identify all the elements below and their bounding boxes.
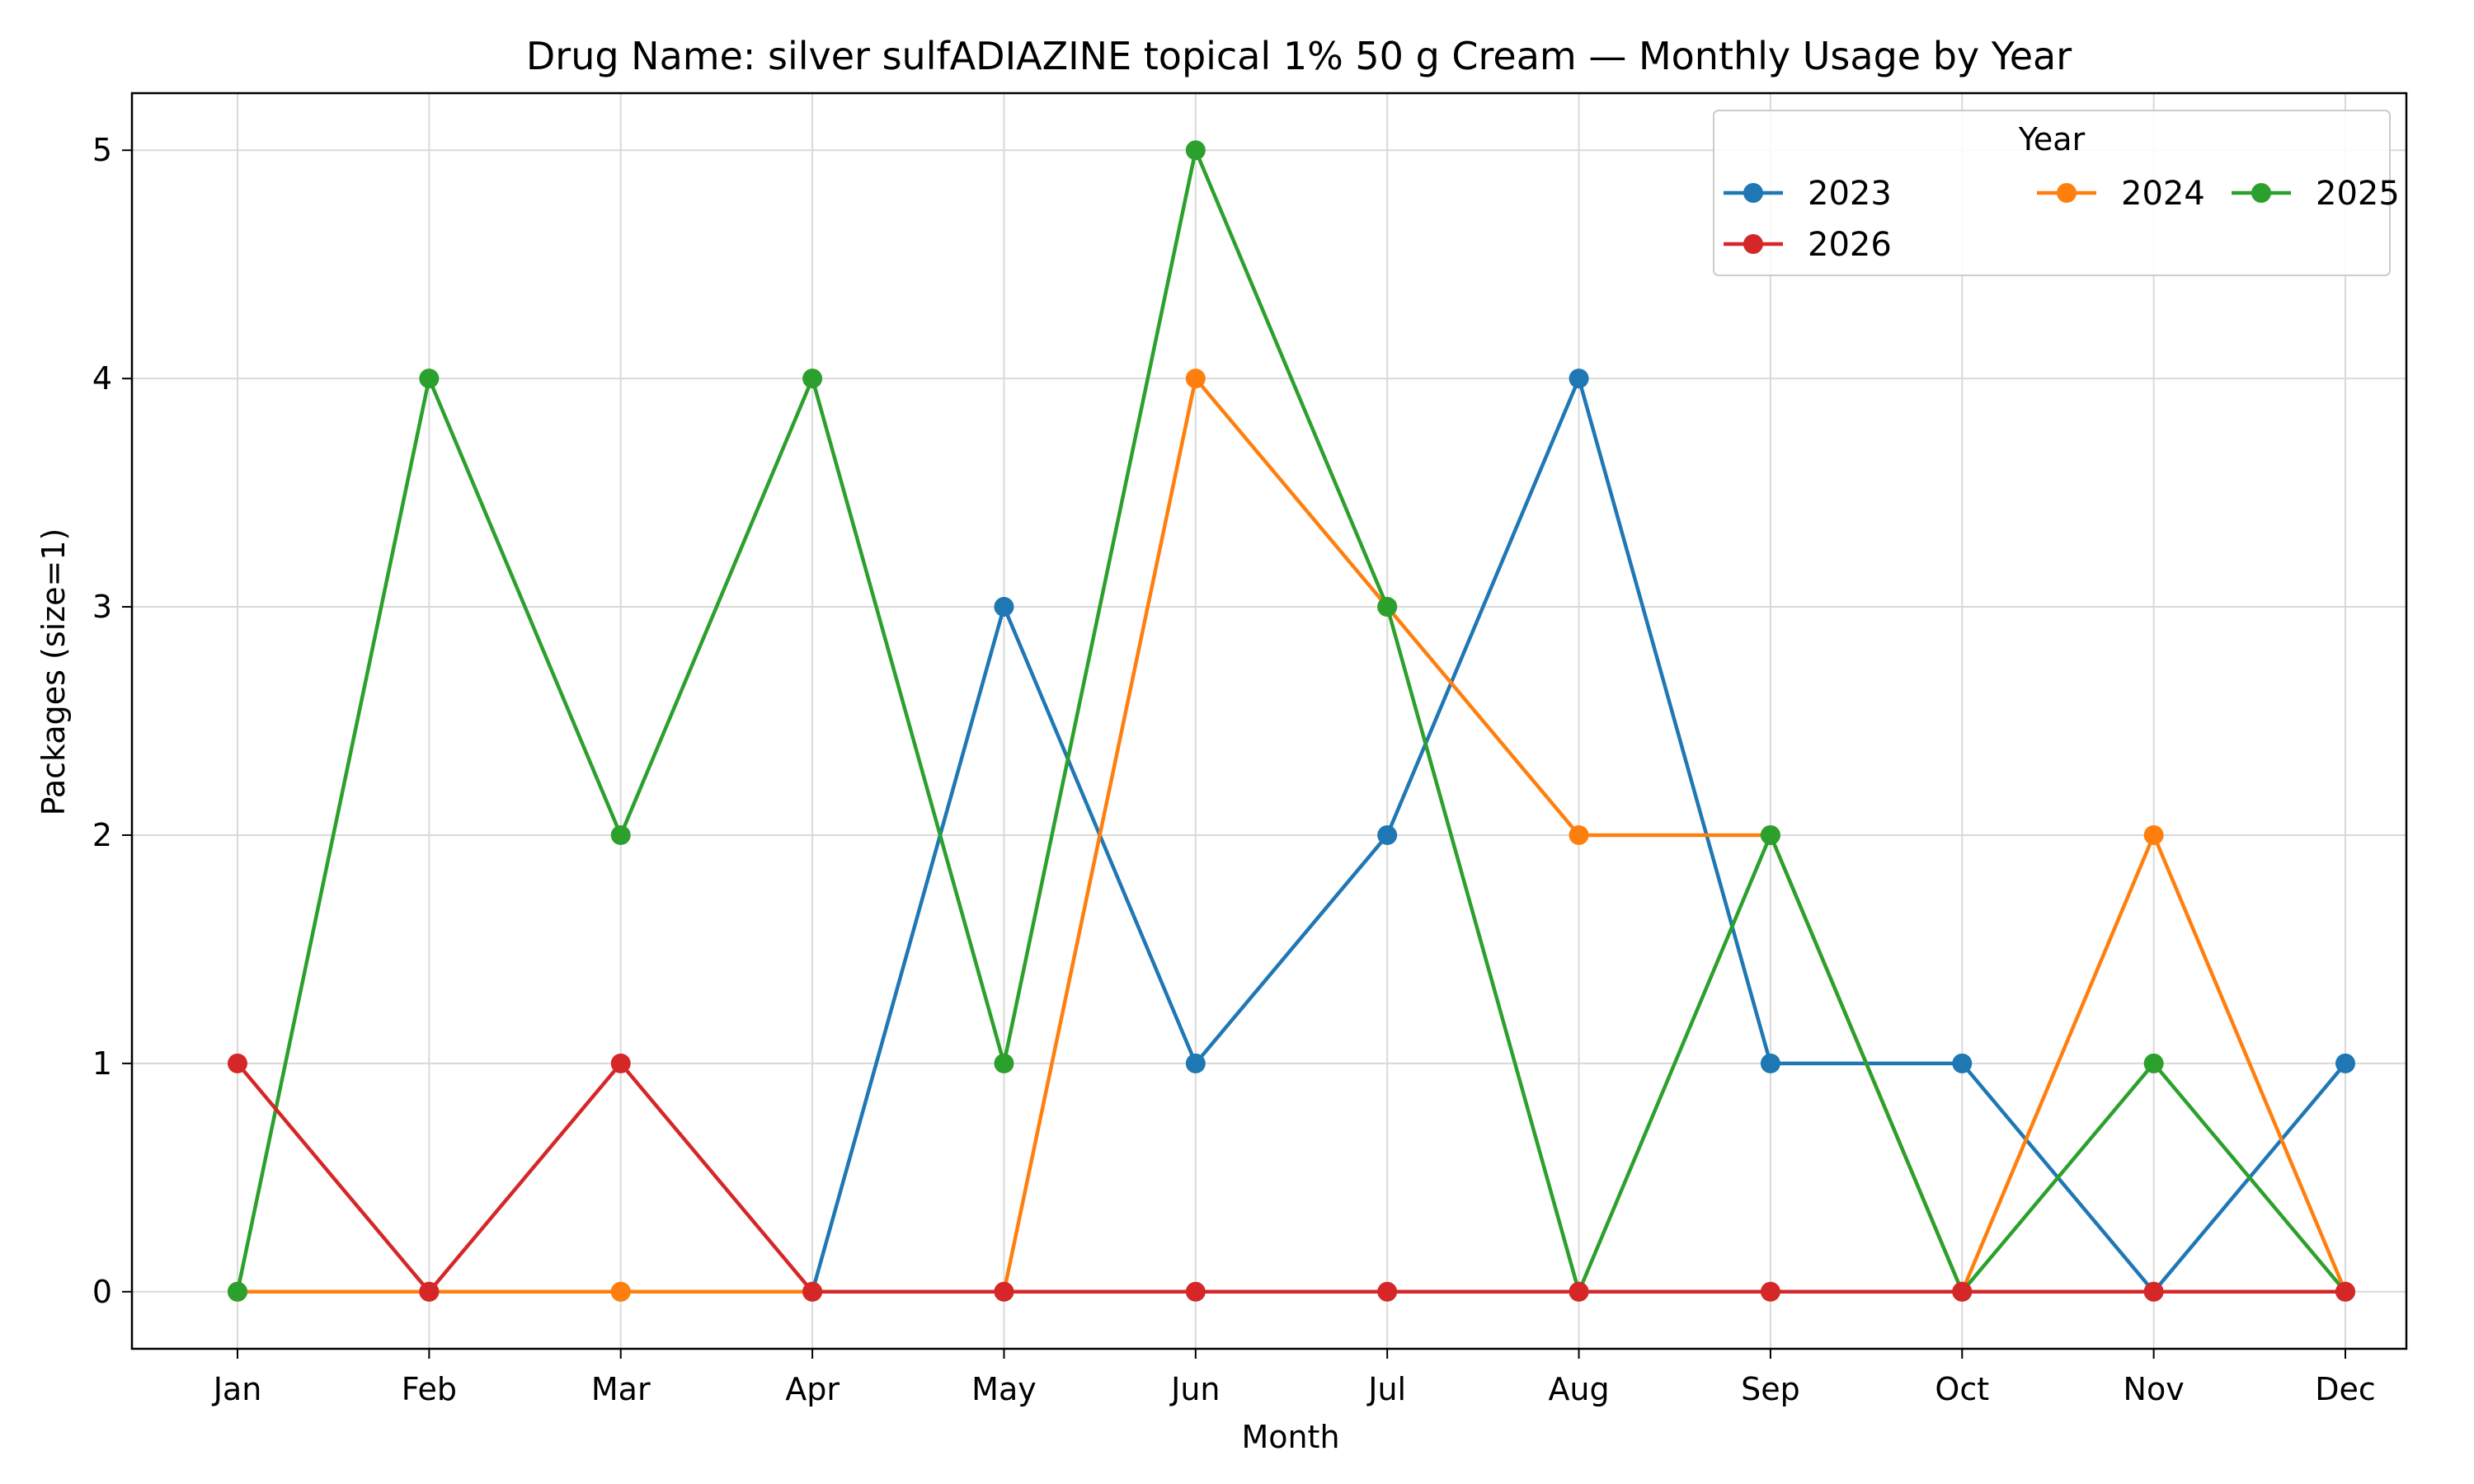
legend-marker — [2057, 183, 2077, 203]
data-point — [1760, 1053, 1780, 1073]
x-tick-label: May — [971, 1371, 1037, 1407]
series-2025 — [228, 140, 2355, 1302]
data-point — [419, 369, 440, 389]
legend-label: 2026 — [1808, 226, 1892, 264]
x-tick-label: Jul — [1366, 1371, 1406, 1407]
data-point — [1569, 824, 1589, 845]
data-point — [1185, 1053, 1206, 1073]
data-point — [2335, 1281, 2355, 1302]
data-point — [1760, 1281, 1780, 1302]
series-line-2026 — [236, 1061, 2345, 1294]
legend-label: 2023 — [1808, 175, 1892, 213]
y-tick-label: 3 — [92, 589, 112, 625]
x-tick-label: Jun — [1169, 1371, 1220, 1407]
legend-item-2025: 2025 — [2232, 175, 2400, 213]
data-point — [994, 1053, 1014, 1073]
x-tick-label: Feb — [402, 1371, 457, 1407]
data-point — [1952, 1053, 1973, 1073]
data-point — [802, 369, 823, 389]
x-tick-label: Sep — [1741, 1371, 1800, 1407]
chart-title: Drug Name: silver sulfADIAZINE topical 1… — [526, 34, 2072, 78]
data-point — [1760, 824, 1780, 845]
data-point — [994, 597, 1014, 618]
series-2026 — [228, 1053, 2355, 1302]
y-tick-label: 2 — [92, 817, 112, 853]
y-axis-label: Packages (size=1) — [35, 528, 72, 816]
y-tick-label: 4 — [92, 360, 112, 397]
data-point — [2143, 824, 2164, 845]
data-point — [994, 1281, 1014, 1302]
y-tick-label: 1 — [92, 1045, 112, 1082]
x-tick-label: Oct — [1935, 1371, 1989, 1407]
data-point — [1185, 369, 1206, 389]
plot-frame — [130, 92, 2408, 1350]
legend-marker — [1743, 183, 1763, 203]
data-point — [1377, 824, 1398, 845]
legend-marker — [2251, 183, 2271, 203]
data-point — [228, 1281, 247, 1302]
legend-title: Year — [2018, 121, 2086, 157]
x-tick-label: Apr — [785, 1371, 840, 1407]
x-tick-label: Mar — [591, 1371, 651, 1407]
y-tick-label: 5 — [92, 132, 112, 168]
x-tick-label: Aug — [1548, 1371, 1609, 1407]
legend-item-2023: 2023 — [1724, 175, 1892, 213]
x-tick-label: Dec — [2315, 1371, 2376, 1407]
data-point — [228, 1053, 247, 1073]
data-point — [610, 824, 631, 845]
grid-lines — [132, 93, 2406, 1349]
data-point — [1185, 1281, 1206, 1302]
series-line-2025 — [235, 148, 2347, 1294]
data-point — [1569, 1281, 1589, 1302]
data-point — [1377, 597, 1398, 618]
data-point — [610, 1053, 631, 1073]
legend-item-2026: 2026 — [1724, 226, 1892, 264]
data-point — [2335, 1053, 2355, 1073]
x-axis-label: Month — [1241, 1419, 1339, 1455]
data-point — [610, 1281, 631, 1302]
data-point — [419, 1281, 440, 1302]
data-point — [2143, 1281, 2164, 1302]
axes: Jan Feb Mar Apr May Jun Jul Aug Sep Oct Nov Dec 0 1 2 3… — [92, 92, 2408, 1407]
legend-label: 2025 — [2316, 175, 2400, 213]
data-point — [1377, 1281, 1398, 1302]
data-point — [1952, 1281, 1973, 1302]
legend-item-2024: 2024 — [2037, 175, 2205, 213]
data-point — [1185, 140, 1206, 161]
legend-marker — [1743, 234, 1763, 254]
data-point — [802, 1281, 823, 1302]
y-tick-label: 0 — [92, 1274, 112, 1310]
legend-label: 2024 — [2121, 175, 2205, 213]
data-point — [2143, 1053, 2164, 1073]
series-group — [228, 140, 2355, 1302]
series-line-2024 — [238, 376, 2348, 1294]
data-point — [1569, 369, 1589, 389]
x-tick-label: Jan — [212, 1371, 262, 1407]
legend: Year 2023 2024 2025 2026 — [1713, 110, 2400, 276]
x-tick-label: Nov — [2124, 1371, 2185, 1407]
